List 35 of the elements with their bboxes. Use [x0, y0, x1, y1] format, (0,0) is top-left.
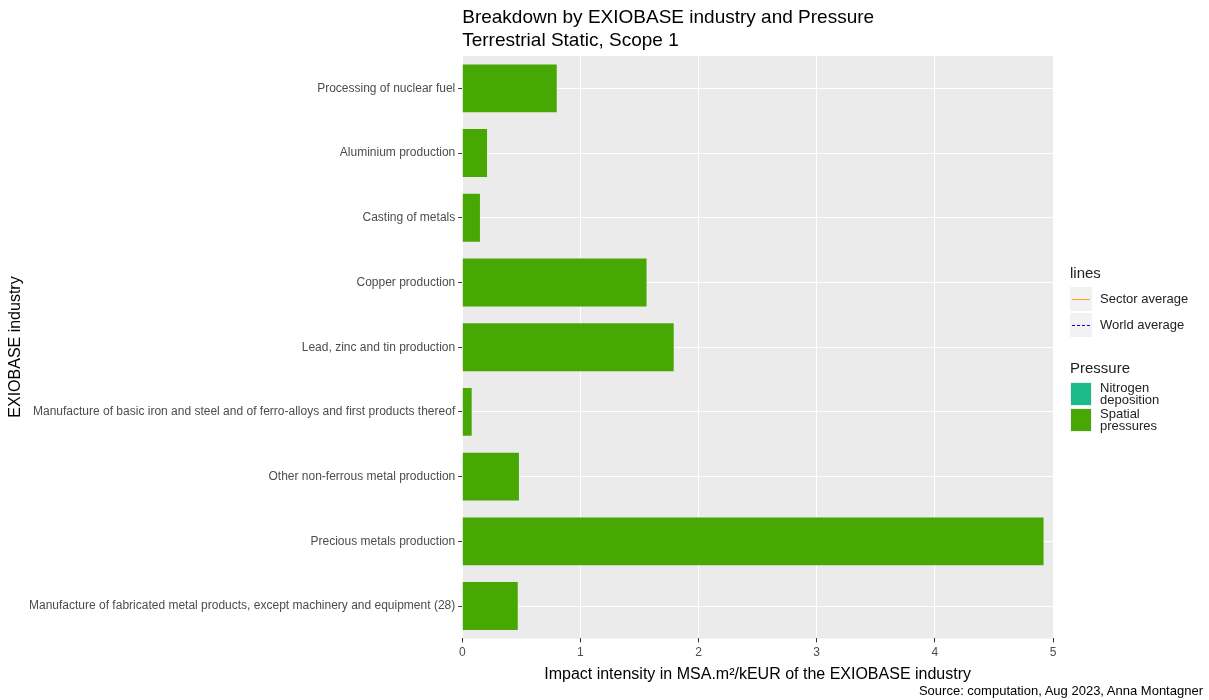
y-tick-label: Casting of metals [362, 210, 456, 225]
bar [462, 129, 488, 178]
bar [462, 452, 519, 501]
text: Pressure [1070, 359, 1131, 376]
bar [462, 323, 674, 372]
chart-subtitle: Terrestrial Static, Scope 1 [462, 28, 680, 51]
x-tick-label: 4 [931, 644, 939, 659]
text: lines [1070, 264, 1101, 281]
x-tick-label: 2 [695, 644, 703, 659]
legend-label: Sector average [1100, 291, 1190, 306]
x-tick-label: 0 [458, 644, 466, 659]
bar [462, 517, 1044, 566]
y-tick-label: Precious metals production [310, 533, 456, 548]
y-tick-label: Manufacture of basic iron and steel and of ferro-alloys and first products thereof [32, 404, 456, 419]
x-tick-label: 5 [1049, 644, 1057, 659]
y-tick-label: Processing of nuclear fuel [317, 80, 456, 95]
legend-label: World average [1100, 317, 1186, 332]
bar [462, 258, 647, 307]
chart-title: Breakdown by EXIOBASE industry and Pressure [462, 5, 875, 28]
legend-label: Nitrogen deposition [1100, 380, 1161, 407]
bar [462, 64, 557, 113]
bar [462, 193, 480, 242]
y-axis-title: EXIOBASE industry [6, 276, 24, 418]
y-tick-label: Aluminium production [339, 145, 456, 160]
bar [462, 582, 518, 630]
x-tick-label: 1 [577, 644, 585, 659]
y-tick-label: Manufacture of fabricated metal products, except machinery and equipment (28) [28, 598, 456, 613]
x-tick-label: 3 [813, 644, 821, 659]
y-tick-label: Lead, zinc and tin production [301, 339, 456, 354]
source-note: Source: computation, Aug 2023, Anna Montagner [918, 683, 1203, 698]
y-tick-label: Copper production [356, 274, 456, 289]
legend-label: Spatial pressures [1100, 406, 1158, 433]
y-tick-label: Other non-ferrous metal production [268, 468, 456, 483]
bar [462, 387, 472, 436]
x-axis-title: Impact intensity in MSA.m²/kEUR of the EXIOBASE industry [544, 664, 972, 682]
